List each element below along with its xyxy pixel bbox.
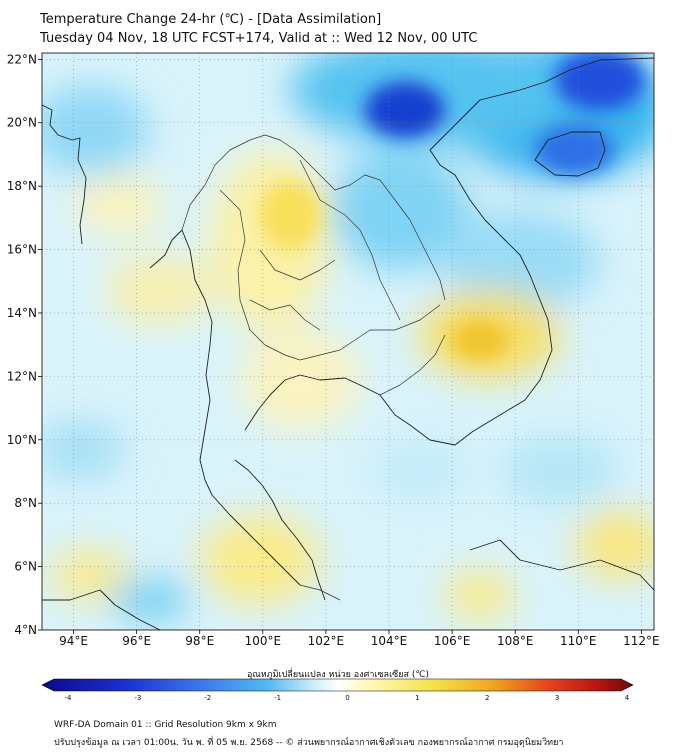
colorbar-scale — [41, 678, 634, 692]
lat-label: 4°N — [14, 623, 37, 637]
lat-label: 8°N — [14, 496, 37, 510]
lat-label: 16°N — [7, 243, 37, 257]
lat-label: 20°N — [7, 116, 37, 130]
latitude-ticks: 22°N 20°N 18°N 16°N 14°N 12°N 10°N 8°N 6°N 4°N — [7, 52, 42, 637]
lon-label: 94°E — [59, 634, 88, 648]
colorbar-label: -2 — [204, 694, 211, 702]
lon-label: 102°E — [308, 634, 345, 648]
map-title: Temperature Change 24-hr (℃) - [Data Ass… — [40, 12, 382, 27]
colorbar-label: 0 — [345, 694, 349, 702]
plot-frame — [41, 52, 655, 631]
lat-label: 10°N — [7, 433, 37, 447]
temperature-field — [42, 53, 654, 630]
lon-label: 108°E — [497, 634, 534, 648]
longitude-ticks: 94°E 96°E 98°E 100°E 102°E 104°E 106°E 108°E 110… — [59, 630, 660, 648]
colorbar-title: อุณหภูมิเปลี่ยนแปลง หน่วย องศาเซลเซียส (… — [246, 670, 430, 680]
lon-label: 110°E — [560, 634, 597, 648]
colorbar-label: -1 — [274, 694, 281, 702]
country-borders — [181, 134, 446, 601]
colorbar-label: -4 — [65, 694, 73, 702]
colorbar-label: 3 — [555, 694, 559, 702]
colorbar: -4 -3 -2 -1 0 1 2 3 4 — [41, 678, 634, 702]
colorbar-label: 1 — [415, 694, 419, 702]
lat-label: 6°N — [14, 560, 37, 574]
lon-label: 112°E — [623, 634, 660, 648]
colorbar-ticks: -4 -3 -2 -1 0 1 2 3 4 — [65, 694, 630, 702]
lon-label: 104°E — [371, 634, 408, 648]
colorbar-label: 2 — [485, 694, 489, 702]
graticule — [42, 53, 654, 630]
lat-label: 12°N — [7, 369, 37, 383]
lat-label: 18°N — [7, 179, 37, 193]
lon-label: 100°E — [245, 634, 282, 648]
map-subtitle: Tuesday 04 Nov, 18 UTC FCST+174, Valid a… — [40, 31, 478, 46]
lon-label: 98°E — [185, 634, 214, 648]
colorbar-label: 4 — [625, 694, 630, 702]
coastlines — [42, 57, 654, 630]
lat-label: 14°N — [7, 306, 37, 320]
colorbar-label: -3 — [134, 694, 141, 702]
lat-label: 22°N — [7, 52, 37, 66]
lon-label: 106°E — [434, 634, 471, 648]
footer-model-info: WRF-DA Domain 01 :: Grid Resolution 9km … — [54, 720, 277, 730]
lon-label: 96°E — [122, 634, 151, 648]
footer-credit: ปรับปรุงข้อมูล ณ เวลา 01:00น. วัน พ. ที่… — [54, 738, 564, 748]
